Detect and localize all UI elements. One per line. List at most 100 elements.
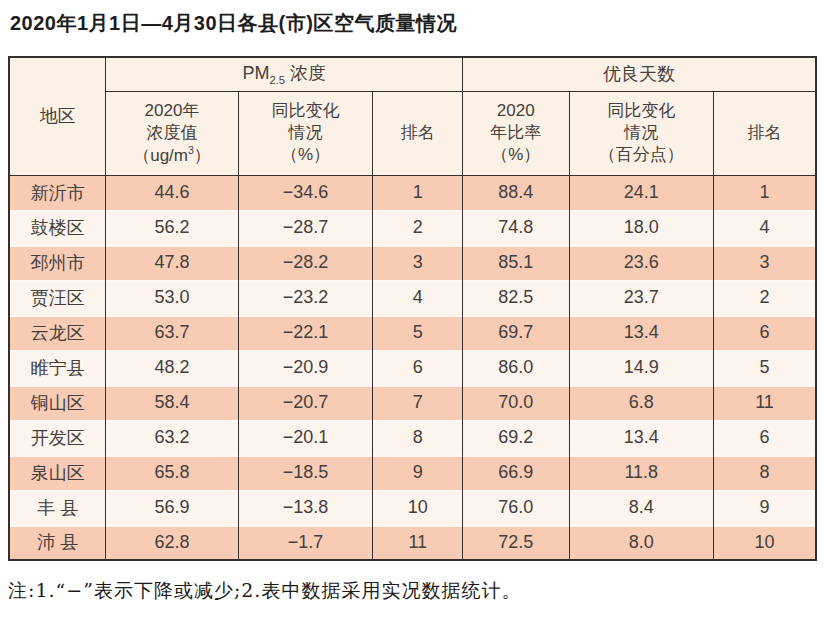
pm-change-cell: −13.8: [238, 490, 373, 525]
table-row: 云龙区 63.7 −22.1 5 69.7 13.4 6: [9, 315, 816, 350]
gd-rate-cell: 70.0: [463, 385, 570, 420]
gd-rate-cell: 69.2: [463, 420, 570, 455]
pm-rank-cell: 3: [373, 245, 463, 280]
gd-rank-cell: 4: [713, 210, 816, 245]
pm-change-line3: （%）: [241, 144, 371, 166]
gd-rank-cell: 5: [713, 350, 816, 385]
gd-change-cell: 23.6: [569, 245, 713, 280]
table-row: 丰 县 56.9 −13.8 10 76.0 8.4 9: [9, 490, 816, 525]
gd-rate-line2: 年比率: [465, 122, 567, 144]
gd-change-cell: 14.9: [569, 350, 713, 385]
header-group-row: 地区 PM2.5 浓度 优良天数: [9, 57, 816, 91]
pm-value-cell: 48.2: [106, 350, 238, 385]
gd-rate-line3: （%）: [465, 144, 567, 166]
pm-rank-cell: 6: [373, 350, 463, 385]
header-good-days-group: 优良天数: [463, 57, 817, 91]
header-pm25-group: PM2.5 浓度: [106, 57, 463, 91]
gd-change-line1: 同比变化: [572, 100, 711, 122]
region-cell: 泉山区: [9, 455, 106, 490]
gd-change-line3: （百分点）: [572, 144, 711, 166]
pm-change-cell: −23.2: [238, 280, 373, 315]
gd-change-cell: 18.0: [569, 210, 713, 245]
pm-rank-cell: 1: [373, 175, 463, 210]
gd-change-cell: 6.8: [569, 385, 713, 420]
gd-rank-cell: 10: [713, 525, 816, 560]
region-cell: 丰 县: [9, 490, 106, 525]
pm-value-cell: 63.7: [106, 315, 238, 350]
pm-rank-cell: 8: [373, 420, 463, 455]
pm-value-cell: 47.8: [106, 245, 238, 280]
table-header: 地区 PM2.5 浓度 优良天数 2020年 浓度值 （ug/m3） 同比变化 …: [9, 57, 816, 175]
region-cell: 开发区: [9, 420, 106, 455]
pm-rank-cell: 11: [373, 525, 463, 560]
gd-change-cell: 23.7: [569, 280, 713, 315]
gd-rate-cell: 69.7: [463, 315, 570, 350]
header-gd-rate: 2020 年比率 （%）: [463, 91, 570, 175]
table-row: 开发区 63.2 −20.1 8 69.2 13.4 6: [9, 420, 816, 455]
region-cell: 睢宁县: [9, 350, 106, 385]
gd-rate-cell: 74.8: [463, 210, 570, 245]
table-row: 贾汪区 53.0 −23.2 4 82.5 23.7 2: [9, 280, 816, 315]
pm-value-cell: 56.2: [106, 210, 238, 245]
table-body: 新沂市 44.6 −34.6 1 88.4 24.1 1 鼓楼区 56.2 −2…: [9, 175, 816, 560]
header-gd-rank: 排名: [713, 91, 816, 175]
pm-value-cell: 63.2: [106, 420, 238, 455]
page-title: 2020年1月1日—4月30日各县(市)区空气质量情况: [10, 9, 815, 37]
pm-rank-cell: 4: [373, 280, 463, 315]
pm25-label: 浓度: [285, 63, 326, 83]
gd-rate-cell: 85.1: [463, 245, 570, 280]
pm-change-cell: −20.9: [238, 350, 373, 385]
pm-value-cell: 56.9: [106, 490, 238, 525]
gd-rate-cell: 82.5: [463, 280, 570, 315]
gd-change-line2: 情况: [572, 122, 711, 144]
pm-value-cell: 53.0: [106, 280, 238, 315]
header-pm-value: 2020年 浓度值 （ug/m3）: [106, 91, 238, 175]
gd-rate-cell: 88.4: [463, 175, 570, 210]
table-row: 沛 县 62.8 −1.7 11 72.5 8.0 10: [9, 525, 816, 560]
gd-change-cell: 8.4: [569, 490, 713, 525]
gd-rate-cell: 72.5: [463, 525, 570, 560]
pm-value-line2: 浓度值: [108, 122, 235, 144]
pm-change-cell: −20.1: [238, 420, 373, 455]
pm-value-line3: （ug/m3）: [108, 144, 235, 167]
gd-rate-line1: 2020: [465, 100, 567, 122]
gd-rank-cell: 6: [713, 315, 816, 350]
gd-change-cell: 13.4: [569, 315, 713, 350]
pm-rank-cell: 10: [373, 490, 463, 525]
table-row: 睢宁县 48.2 −20.9 6 86.0 14.9 5: [9, 350, 816, 385]
gd-change-cell: 11.8: [569, 455, 713, 490]
header-sub-row: 2020年 浓度值 （ug/m3） 同比变化 情况 （%） 排名 2020 年比…: [9, 91, 816, 175]
gd-rank-cell: 6: [713, 420, 816, 455]
pm25-base: PM: [242, 63, 269, 83]
header-pm-rank: 排名: [373, 91, 463, 175]
header-pm-change: 同比变化 情况 （%）: [238, 91, 373, 175]
region-cell: 贾汪区: [9, 280, 106, 315]
region-cell: 云龙区: [9, 315, 106, 350]
pm-change-cell: −20.7: [238, 385, 373, 420]
table-row: 铜山区 58.4 −20.7 7 70.0 6.8 11: [9, 385, 816, 420]
gd-change-cell: 13.4: [569, 420, 713, 455]
pm-change-cell: −18.5: [238, 455, 373, 490]
gd-rate-cell: 86.0: [463, 350, 570, 385]
gd-rank-cell: 8: [713, 455, 816, 490]
region-cell: 邳州市: [9, 245, 106, 280]
pm-value-cell: 62.8: [106, 525, 238, 560]
gd-change-cell: 24.1: [569, 175, 713, 210]
table-row: 邳州市 47.8 −28.2 3 85.1 23.6 3: [9, 245, 816, 280]
gd-rate-cell: 76.0: [463, 490, 570, 525]
air-quality-table: 地区 PM2.5 浓度 优良天数 2020年 浓度值 （ug/m3） 同比变化 …: [8, 56, 817, 561]
pm-rank-cell: 9: [373, 455, 463, 490]
region-cell: 新沂市: [9, 175, 106, 210]
pm-value-cell: 58.4: [106, 385, 238, 420]
region-cell: 鼓楼区: [9, 210, 106, 245]
gd-rank-cell: 1: [713, 175, 816, 210]
gd-change-cell: 8.0: [569, 525, 713, 560]
gd-rank-cell: 11: [713, 385, 816, 420]
pm-change-line2: 情况: [241, 122, 371, 144]
table-row: 新沂市 44.6 −34.6 1 88.4 24.1 1: [9, 175, 816, 210]
region-cell: 铜山区: [9, 385, 106, 420]
pm-change-cell: −34.6: [238, 175, 373, 210]
region-cell: 沛 县: [9, 525, 106, 560]
pm-rank-cell: 2: [373, 210, 463, 245]
header-gd-change: 同比变化 情况 （百分点）: [569, 91, 713, 175]
